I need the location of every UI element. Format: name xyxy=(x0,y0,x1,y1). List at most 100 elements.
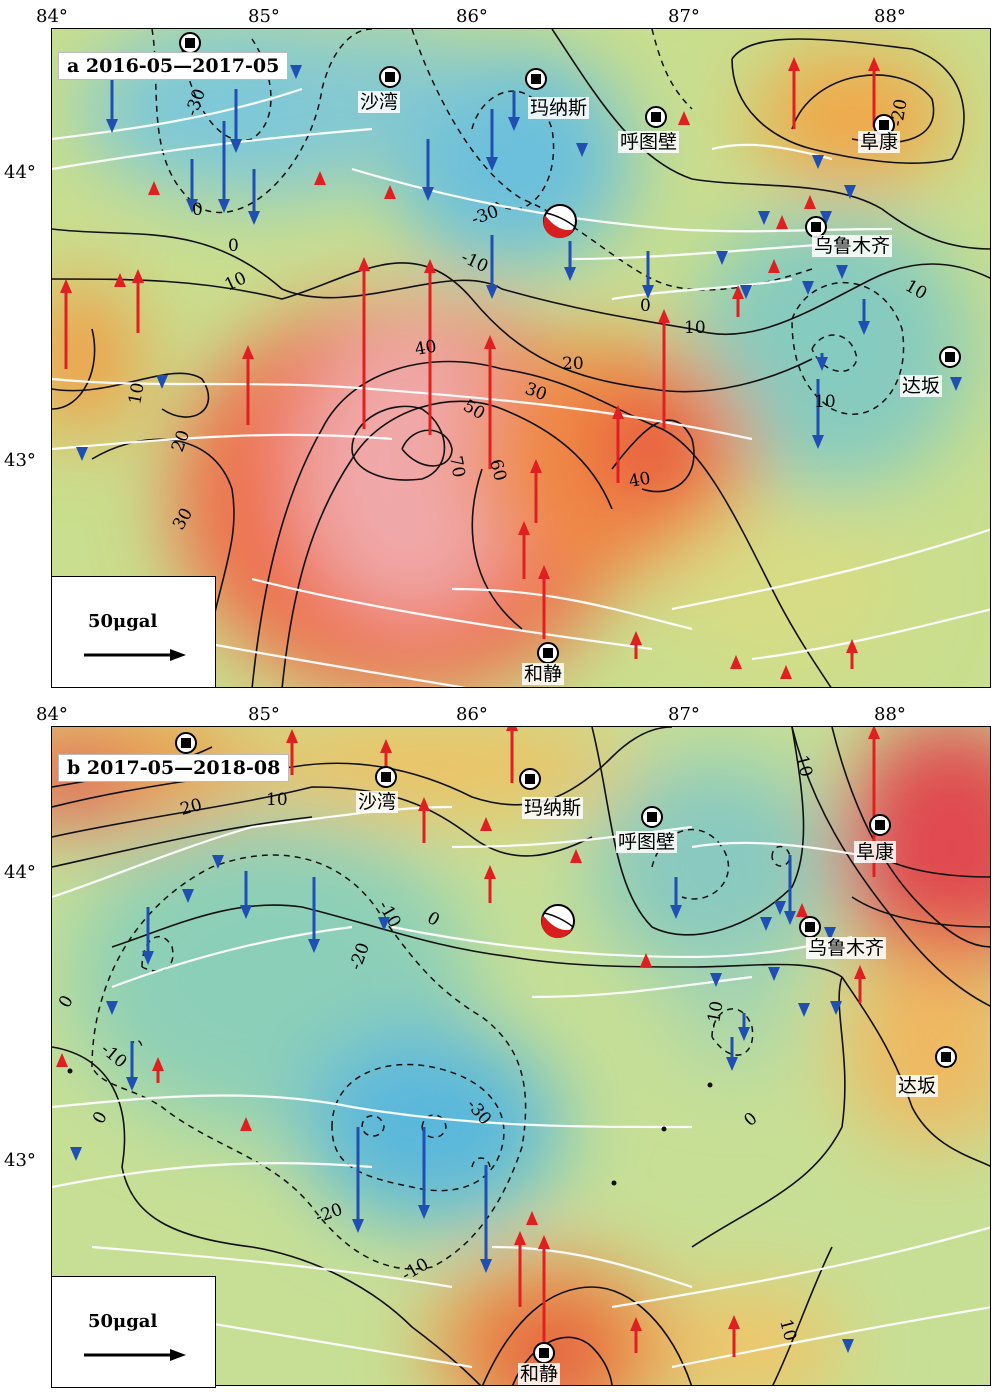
city-marker-icon xyxy=(537,642,559,664)
contour-label: 40 xyxy=(413,336,438,359)
city-marker-icon xyxy=(379,66,401,88)
small-uplift-marker xyxy=(730,655,742,669)
arrow-icon xyxy=(424,259,436,435)
city-marker-icon xyxy=(869,814,891,836)
contour-label: -10 xyxy=(703,999,727,1029)
arrow-icon xyxy=(418,797,430,843)
small-subsidence-marker xyxy=(844,185,856,199)
city-label: 呼图壁 xyxy=(618,131,680,153)
arrow-icon xyxy=(846,639,858,669)
arrow-icon xyxy=(486,235,498,299)
small-subsidence-marker xyxy=(576,143,588,157)
small-subsidence-marker xyxy=(820,211,832,225)
small-uplift-marker xyxy=(678,111,690,125)
city-label: 阜康 xyxy=(854,841,897,863)
arrow-icon xyxy=(308,877,320,953)
small-subsidence-marker xyxy=(70,1147,82,1161)
lon-tick-87: 87° xyxy=(668,6,700,27)
subsidence-arrows xyxy=(70,855,854,1353)
arrow-icon xyxy=(84,649,186,661)
city-marker-icon xyxy=(939,346,961,368)
arrow-icon xyxy=(670,877,682,919)
gravity-field xyxy=(52,29,972,687)
small-subsidence-marker xyxy=(740,285,752,299)
small-uplift-marker xyxy=(384,185,396,199)
small-subsidence-marker xyxy=(106,1001,118,1015)
small-subsidence-marker xyxy=(802,281,814,295)
small-subsidence-marker xyxy=(182,889,194,903)
arrow-icon xyxy=(186,159,198,213)
small-subsidence-marker xyxy=(842,1339,854,1353)
arrow-icon xyxy=(286,729,298,775)
small-uplift-marker xyxy=(796,903,808,917)
lon-tick-84: 84° xyxy=(36,704,68,725)
fault-lines xyxy=(52,805,990,1369)
arrow-icon xyxy=(726,1037,738,1071)
contour-label: 10 xyxy=(814,392,836,412)
arrow-icon xyxy=(242,345,254,425)
arrow-icon xyxy=(858,299,870,335)
beachball-icon xyxy=(543,204,577,239)
city-marker-icon xyxy=(805,216,827,238)
arrow-icon xyxy=(812,379,824,449)
small-uplift-marker xyxy=(480,817,492,831)
city-markers xyxy=(175,732,957,1364)
arrow-icon xyxy=(352,1127,364,1233)
arrow-icon xyxy=(530,459,542,523)
arrow-icon xyxy=(484,335,496,469)
lon-tick-86: 86° xyxy=(456,6,488,27)
arrow-icon xyxy=(486,109,498,171)
lat-tick-44: 44° xyxy=(4,862,36,883)
small-subsidence-marker xyxy=(768,967,780,981)
beachball-icon xyxy=(541,904,575,939)
arrow-icon xyxy=(60,279,72,369)
contour-label: 70 xyxy=(445,454,468,479)
arrow-icon xyxy=(564,241,576,281)
subsidence-arrows xyxy=(76,65,962,461)
panel-b: 84° 85° 86° 87° 88° 44° 43° xyxy=(0,698,1000,1396)
arrow-icon xyxy=(418,1127,430,1219)
arrow-icon xyxy=(132,269,144,333)
contour-lines xyxy=(52,727,990,1385)
arrow-icon xyxy=(612,405,624,483)
small-subsidence-marker xyxy=(950,377,962,391)
small-uplift-marker xyxy=(148,181,160,195)
small-uplift-marker xyxy=(640,953,652,967)
arrow-icon xyxy=(358,257,370,429)
city-label: 和静 xyxy=(522,663,565,685)
arrow-icon xyxy=(538,565,550,639)
city-label: 乌鲁木齐 xyxy=(806,937,887,959)
lon-tick-88: 88° xyxy=(874,704,906,725)
city-label: 阜康 xyxy=(858,131,901,153)
contour-label: -20 xyxy=(887,97,911,127)
small-subsidence-marker xyxy=(824,927,836,941)
arrow-icon xyxy=(240,871,252,919)
city-marker-icon xyxy=(533,1342,555,1364)
arrow-icon xyxy=(514,1231,526,1307)
legend-label: 50μgal xyxy=(88,1311,158,1332)
lon-tick-87: 87° xyxy=(668,704,700,725)
city-marker-icon xyxy=(179,32,201,54)
small-uplift-marker xyxy=(570,849,582,863)
arrow-icon xyxy=(658,309,670,429)
contour-label: 40 xyxy=(627,468,652,491)
small-uplift-marker xyxy=(768,259,780,273)
contour-label: 20 xyxy=(562,354,584,374)
arrow-icon xyxy=(484,865,496,903)
arrow-icon xyxy=(422,139,434,201)
arrow-icon xyxy=(518,521,530,579)
arrow-icon xyxy=(728,1315,740,1357)
city-marker-icon xyxy=(645,106,667,128)
arrow-icon xyxy=(630,631,642,659)
contour-label: 10 xyxy=(266,790,288,810)
legend-b: 50μgal xyxy=(51,1276,216,1388)
arrow-icon xyxy=(732,285,744,317)
arrow-icon xyxy=(538,1235,550,1357)
arrow-icon xyxy=(630,1317,642,1353)
small-subsidence-marker xyxy=(290,65,302,79)
panel-a-title: a 2016-05—2017-05 xyxy=(58,52,289,80)
arrow-icon xyxy=(868,57,880,127)
legend-a: 50μgal xyxy=(51,576,216,688)
uplift-arrows xyxy=(56,727,952,1357)
city-marker-icon xyxy=(175,732,197,754)
